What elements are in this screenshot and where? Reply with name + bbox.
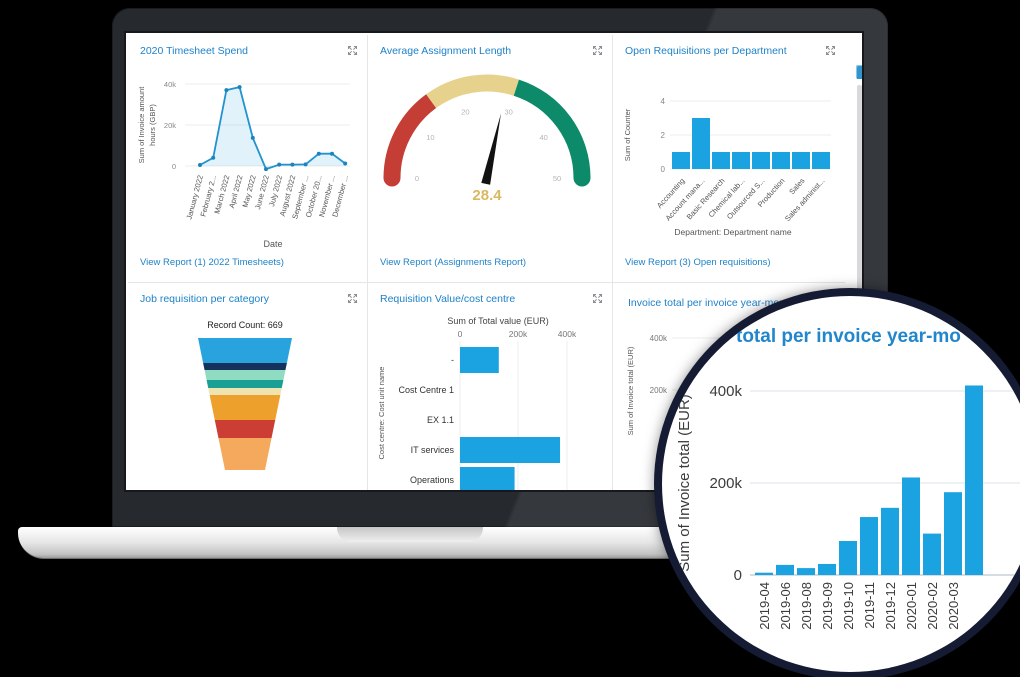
panel-title: Job requisition per category bbox=[140, 293, 269, 305]
requisition-value-chart[interactable]: Sum of Total value (EUR) 0 200k 400k - Cost C… bbox=[368, 283, 613, 490]
svg-text:2019-08: 2019-08 bbox=[799, 582, 814, 630]
svg-text:-: - bbox=[451, 355, 454, 365]
panel-title: Requisition Value/cost centre bbox=[380, 293, 516, 305]
svg-text:Operations: Operations bbox=[410, 475, 455, 485]
expand-icon[interactable] bbox=[592, 43, 603, 55]
svg-text:40: 40 bbox=[539, 133, 547, 142]
scroll-up-button[interactable] bbox=[856, 65, 862, 79]
svg-text:Department: Department name: Department: Department name bbox=[674, 227, 791, 237]
svg-text:40k: 40k bbox=[164, 80, 176, 89]
svg-text:200k: 200k bbox=[709, 475, 742, 492]
view-report-link[interactable]: View Report (Assignments Report) bbox=[380, 257, 527, 268]
svg-text:200k: 200k bbox=[650, 386, 668, 395]
svg-text:4: 4 bbox=[661, 97, 666, 106]
expand-icon[interactable] bbox=[347, 43, 358, 55]
svg-text:50: 50 bbox=[553, 174, 561, 183]
job-requisition-funnel[interactable]: Record Count: 669 bbox=[128, 283, 368, 490]
svg-text:0: 0 bbox=[734, 567, 742, 584]
svg-text:2019-11: 2019-11 bbox=[862, 582, 877, 629]
panel-requisition-value: Sum of Total value (EUR) 0 200k 400k - Cost C… bbox=[368, 283, 613, 490]
svg-text:IT services: IT services bbox=[411, 445, 455, 455]
svg-text:Sum of Invoice total (EUR): Sum of Invoice total (EUR) bbox=[626, 346, 635, 435]
svg-text:2019-10: 2019-10 bbox=[841, 582, 856, 630]
panel-title: Invoice total per invoice year-month bbox=[628, 297, 794, 309]
magnifier-circle: 400k 200k 0 2019-04 2019-06 2019-08 2019-09 201… bbox=[662, 296, 1020, 672]
expand-icon[interactable] bbox=[347, 291, 358, 303]
svg-text:0: 0 bbox=[458, 329, 463, 339]
svg-text:2020-02: 2020-02 bbox=[925, 582, 940, 630]
svg-text:0: 0 bbox=[172, 162, 176, 171]
panel-open-requisitions: 4 2 0 Accounting Account mana... Basic Resear… bbox=[613, 35, 845, 283]
panel-assignment-length: 0 10 20 30 40 50 28.4 Average Assignment Lengt… bbox=[368, 35, 613, 283]
magnified-invoice-chart: 400k 200k 0 2019-04 2019-06 2019-08 2019-09 201… bbox=[676, 383, 1020, 630]
svg-text:2020-01: 2020-01 bbox=[904, 582, 919, 630]
svg-text:2019-09: 2019-09 bbox=[820, 582, 835, 630]
expand-icon[interactable] bbox=[825, 43, 836, 55]
svg-text:Cost centre: Cost unit name: Cost centre: Cost unit name bbox=[377, 367, 386, 460]
svg-text:EX 1.1: EX 1.1 bbox=[427, 415, 454, 425]
panel-title: Average Assignment Length bbox=[380, 45, 512, 57]
svg-text:400k: 400k bbox=[709, 383, 742, 400]
svg-text:Date: Date bbox=[263, 239, 282, 249]
panel-title: Open Requisitions per Department bbox=[625, 45, 787, 57]
svg-text:20k: 20k bbox=[164, 121, 176, 130]
svg-text:2: 2 bbox=[661, 131, 666, 140]
svg-text:0: 0 bbox=[415, 174, 419, 183]
svg-text:2019-06: 2019-06 bbox=[778, 582, 793, 630]
svg-text:2019-04: 2019-04 bbox=[757, 582, 772, 630]
svg-text:2020-03: 2020-03 bbox=[946, 582, 961, 630]
svg-text:2019-12: 2019-12 bbox=[883, 582, 898, 630]
svg-text:400k: 400k bbox=[558, 329, 577, 339]
expand-icon[interactable] bbox=[592, 291, 603, 303]
view-report-link[interactable]: View Report (1) 2022 Timesheets) bbox=[140, 257, 284, 268]
svg-text:Cost Centre 1: Cost Centre 1 bbox=[398, 385, 454, 395]
panel-timesheet-spend: 40k 20k 0 January 2022 February 2... March 20… bbox=[128, 35, 368, 283]
scrollbar-track[interactable] bbox=[857, 85, 862, 490]
svg-text:Sum of Total value (EUR): Sum of Total value (EUR) bbox=[447, 316, 548, 326]
laptop-base-notch bbox=[337, 527, 483, 542]
panel-job-requisition-category: Record Count: 669 Job requisition per ca… bbox=[128, 283, 368, 490]
svg-text:400k: 400k bbox=[650, 334, 668, 343]
magnified-panel-title: total per invoice year-mo bbox=[736, 326, 961, 347]
svg-text:10: 10 bbox=[426, 133, 434, 142]
svg-text:200k: 200k bbox=[509, 329, 528, 339]
svg-text:30: 30 bbox=[504, 107, 512, 116]
assignment-length-gauge[interactable]: 0 10 20 30 40 50 28.4 bbox=[368, 35, 613, 283]
svg-text:hours (GBP): hours (GBP) bbox=[148, 104, 157, 146]
svg-text:0: 0 bbox=[661, 165, 666, 174]
svg-text:Sum of Invoice amount: Sum of Invoice amount bbox=[137, 86, 146, 164]
svg-text:Sum of Invoice total (EUR): Sum of Invoice total (EUR) bbox=[676, 394, 693, 572]
panel-title: 2020 Timesheet Spend bbox=[140, 45, 248, 57]
svg-text:20: 20 bbox=[461, 107, 469, 116]
view-report-link[interactable]: View Report (3) Open requisitions) bbox=[625, 257, 771, 268]
svg-text:Sum of Counter: Sum of Counter bbox=[623, 108, 632, 161]
svg-text:Record Count: 669: Record Count: 669 bbox=[207, 320, 283, 330]
svg-text:28.4: 28.4 bbox=[472, 187, 502, 204]
